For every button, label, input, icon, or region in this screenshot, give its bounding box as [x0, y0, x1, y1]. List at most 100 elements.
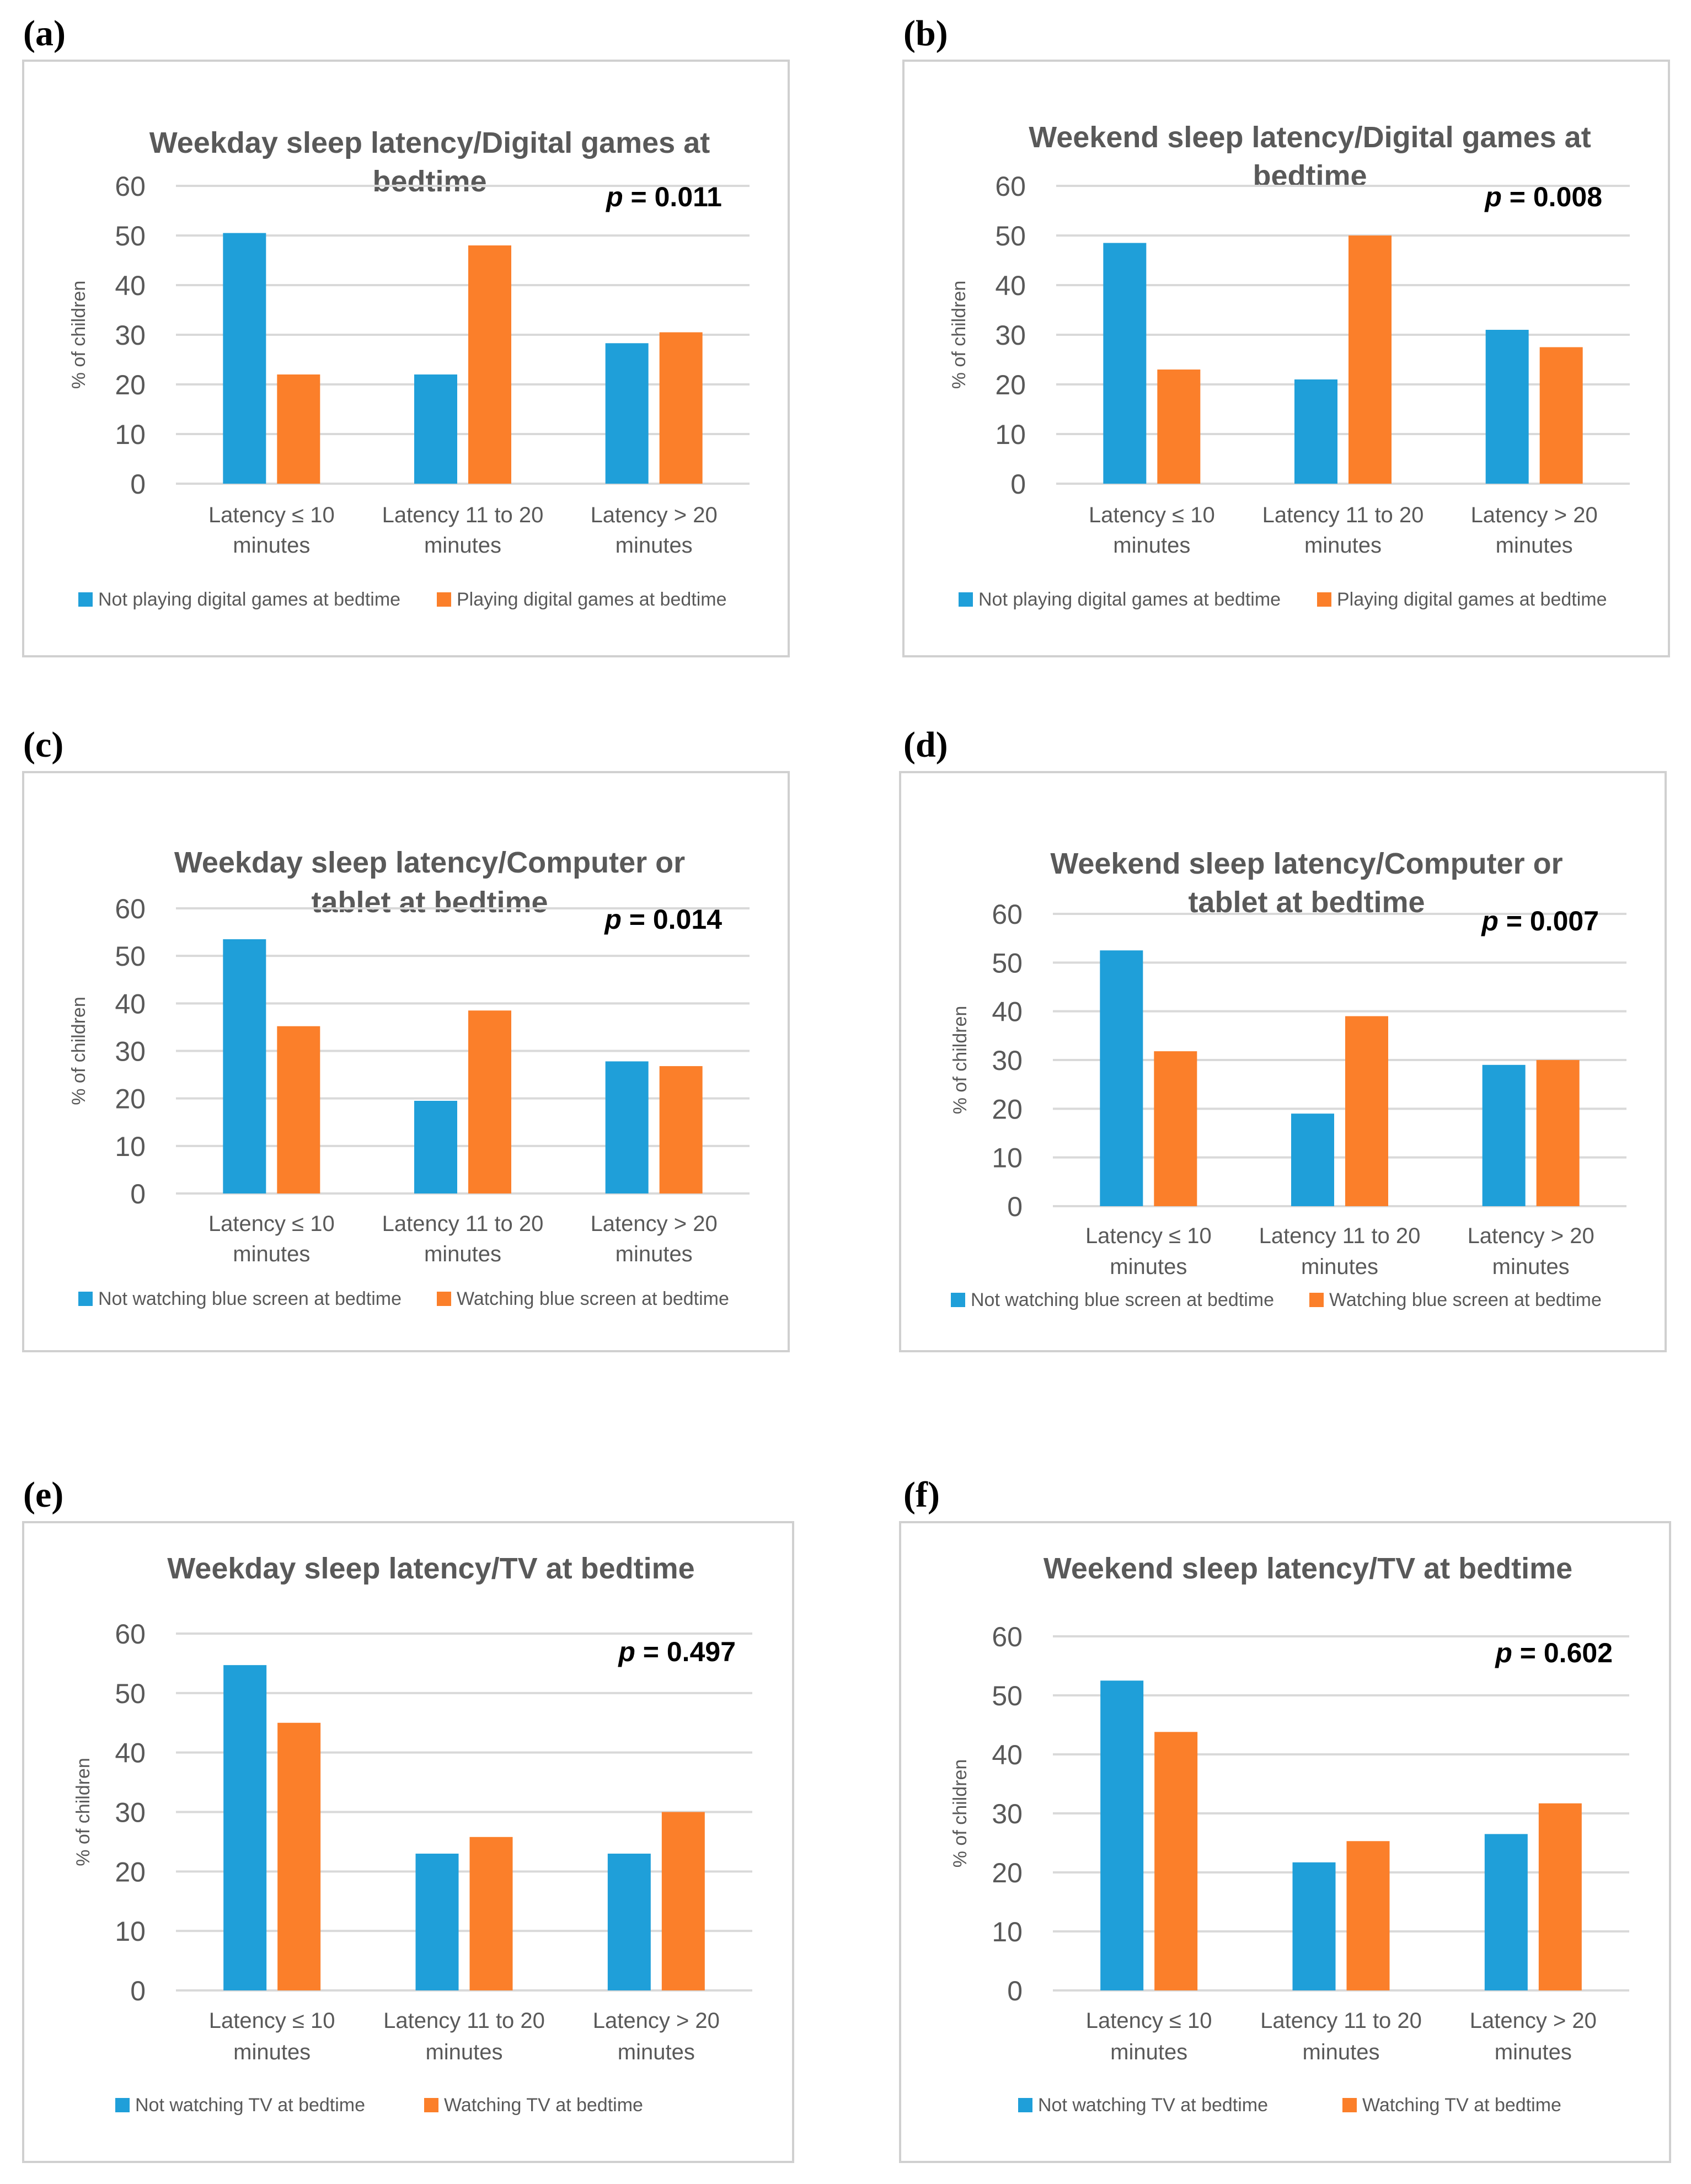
x-tick-label: minutes	[1301, 1255, 1378, 1279]
bar-series2	[1157, 370, 1201, 484]
p-value-text: = 0.497	[635, 1636, 736, 1667]
x-tick-label: minutes	[616, 1242, 693, 1266]
bar-series1	[1103, 243, 1147, 484]
bar-series2	[1345, 1016, 1388, 1206]
panel-label-f: (f)	[903, 1475, 940, 1515]
y-tick-label: 30	[115, 320, 146, 351]
chart-title: Weekend sleep latency/TV at bedtime	[1044, 1552, 1572, 1585]
legend-label: Watching TV at bedtime	[1362, 2095, 1561, 2116]
bar-series1	[1291, 1114, 1334, 1206]
x-tick-label: Latency ≤ 10	[1086, 2009, 1212, 2033]
chart-title: Weekend sleep latency/Digital games at	[1029, 121, 1591, 154]
p-value-annotation: p = 0.008	[1484, 181, 1602, 212]
y-axis-label: % of children	[950, 1759, 971, 1868]
bar-series1	[1482, 1064, 1526, 1206]
p-symbol: p	[1494, 1637, 1512, 1668]
y-tick-label: 20	[995, 370, 1026, 400]
bar-series2	[277, 1026, 320, 1193]
y-tick-label: 60	[115, 893, 146, 924]
y-tick-label: 50	[992, 948, 1023, 978]
bar-series1	[223, 233, 266, 484]
bar-series2	[661, 1812, 705, 1990]
y-axis-label: % of children	[73, 1758, 94, 1866]
x-tick-label: Latency 11 to 20	[382, 1212, 544, 1236]
x-tick-label: minutes	[1113, 533, 1190, 558]
x-tick-label: minutes	[425, 2040, 502, 2064]
x-tick-label: Latency 11 to 20	[1260, 2009, 1422, 2033]
chart-title: Weekday sleep latency/Computer or	[174, 846, 685, 879]
bar-series1	[223, 1665, 267, 1990]
chart-svg: Weekday sleep latency/TV at bedtime 0 10 20…	[73, 1552, 752, 2116]
y-tick-label: 60	[115, 1619, 146, 1650]
panel-label-c: (c)	[23, 725, 64, 765]
y-tick-label: 20	[115, 1856, 146, 1887]
x-tick-label: minutes	[616, 533, 693, 558]
p-value-text: = 0.008	[1502, 181, 1602, 212]
legend-swatch-series1	[78, 592, 93, 607]
y-tick-label: 50	[995, 221, 1026, 251]
y-tick-label: 60	[115, 171, 146, 202]
y-tick-label: 50	[992, 1680, 1023, 1711]
legend-swatch-series2	[1342, 2098, 1357, 2112]
chart-title: Weekday sleep latency/TV at bedtime	[167, 1552, 694, 1585]
bar-series1	[1485, 330, 1529, 484]
y-tick-label: 0	[1010, 469, 1026, 500]
chart-title: tablet at bedtime	[311, 886, 548, 919]
y-tick-label: 0	[1007, 1976, 1023, 2006]
x-tick-label: Latency 11 to 20	[383, 2009, 545, 2033]
chart-panel-c: Weekday sleep latency/Computer or tablet …	[22, 771, 790, 1352]
p-value-annotation: p = 0.011	[605, 181, 722, 212]
bar-series1	[1484, 1834, 1528, 1990]
p-value-text: = 0.011	[623, 181, 722, 212]
y-tick-label: 60	[992, 899, 1023, 930]
bar-series2	[659, 1066, 703, 1193]
legend-swatch-series1	[1018, 2098, 1032, 2112]
x-tick-label: Latency 11 to 20	[382, 503, 544, 527]
y-tick-label: 10	[992, 1143, 1023, 1174]
panel-label-b: (b)	[903, 13, 948, 53]
y-tick-label: 20	[115, 370, 146, 400]
y-tick-label: 0	[130, 1179, 146, 1209]
chart-title: Weekend sleep latency/Computer or	[1050, 847, 1562, 880]
legend-label: Not playing digital games at bedtime	[978, 589, 1281, 610]
bar-series2	[277, 1722, 321, 1990]
y-tick-label: 10	[992, 1917, 1023, 1947]
bar-series1	[1292, 1862, 1336, 1990]
chart-panel-d: Weekend sleep latency/Computer or tablet …	[899, 771, 1667, 1352]
x-tick-label: minutes	[424, 1242, 501, 1266]
legend-label: Playing digital games at bedtime	[457, 589, 727, 610]
y-tick-label: 0	[130, 469, 146, 500]
legend-swatch-series2	[437, 1292, 451, 1306]
bar-series1	[414, 374, 457, 484]
legend-swatch-series2	[424, 2098, 438, 2112]
p-value-text: = 0.602	[1512, 1637, 1613, 1668]
bar-series2	[1346, 1841, 1390, 1990]
x-tick-label: Latency > 20	[593, 2009, 720, 2033]
bar-series1	[605, 1061, 649, 1193]
y-axis-label: % of children	[950, 1006, 971, 1115]
y-tick-label: 40	[115, 270, 146, 301]
y-tick-label: 30	[115, 1797, 146, 1828]
x-tick-label: Latency > 20	[1468, 1224, 1594, 1248]
bar-series1	[1294, 379, 1337, 484]
y-tick-label: 30	[115, 1036, 146, 1067]
y-axis-label: % of children	[68, 997, 89, 1105]
chart-svg: Weekend sleep latency/Computer ortablet …	[950, 847, 1626, 1310]
legend-label: Watching TV at bedtime	[444, 2095, 643, 2116]
p-symbol: p	[603, 904, 622, 935]
x-tick-label: Latency ≤ 10	[208, 503, 335, 527]
y-tick-label: 30	[992, 1045, 1023, 1076]
bar-series2	[469, 1837, 513, 1990]
x-tick-label: minutes	[1302, 2040, 1379, 2064]
legend-swatch-series1	[959, 592, 973, 607]
x-tick-label: minutes	[424, 533, 501, 558]
legend-label: Watching blue screen at bedtime	[1329, 1289, 1602, 1310]
bar-series2	[659, 332, 703, 484]
x-tick-label: Latency > 20	[1470, 2009, 1597, 2033]
legend-label: Playing digital games at bedtime	[1337, 589, 1607, 610]
bar-series1	[415, 1853, 459, 1990]
legend-swatch-series1	[951, 1293, 965, 1307]
y-tick-label: 60	[992, 1621, 1023, 1652]
x-tick-label: minutes	[1492, 1255, 1570, 1279]
bar-series1	[607, 1853, 651, 1990]
